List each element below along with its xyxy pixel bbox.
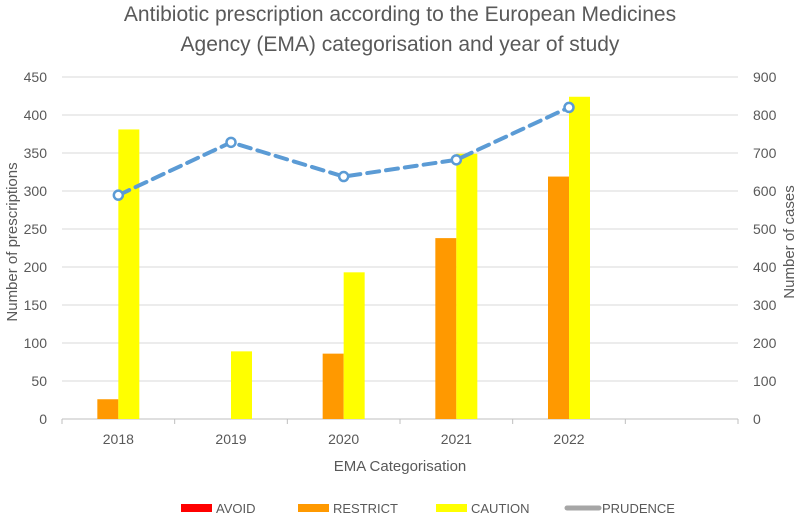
legend-swatch-caution — [436, 504, 467, 512]
legend-swatch-avoid — [181, 504, 212, 512]
y-tick-label: 400 — [24, 107, 48, 123]
y2-tick-label: 800 — [753, 107, 777, 123]
bar-series — [97, 96, 590, 419]
line-point-2022[interactable] — [563, 101, 575, 114]
y2-tick-label: 400 — [753, 259, 777, 275]
y2-tick-label: 300 — [753, 297, 777, 313]
plot-area — [61, 76, 739, 424]
bar-restrict-2021[interactable] — [435, 238, 457, 419]
x-tick-label: 2018 — [103, 431, 134, 447]
line-point-2020[interactable] — [337, 170, 350, 183]
chart-title-line: Antibiotic prescription according to the… — [124, 3, 676, 26]
bar-restrict-2020[interactable] — [322, 353, 344, 419]
y2-tick-label: 600 — [753, 183, 777, 199]
bar-caution-2019[interactable] — [231, 351, 252, 419]
y2-tick-label: 200 — [753, 335, 777, 351]
legend-label-avoid: AVOID — [216, 501, 256, 515]
chart-title-line: Agency (EMA) categorisation and year of … — [181, 33, 620, 56]
x-tick-label: 2021 — [441, 431, 472, 447]
y-tick-label: 100 — [24, 335, 48, 351]
bar-caution-2020[interactable] — [343, 272, 365, 419]
y-axis-right: 0 100 200 300 400 500 600 700 800 900 — [753, 69, 777, 427]
y-tick-label: 200 — [24, 259, 48, 275]
y-tick-label: 350 — [24, 145, 48, 161]
y2-axis-label: Number of cases — [781, 185, 798, 298]
bar-caution-2021[interactable] — [456, 153, 478, 419]
bar-restrict-2018[interactable] — [97, 399, 119, 419]
x-tick-label: 2019 — [215, 431, 246, 447]
x-tick-label: 2022 — [553, 431, 584, 447]
y2-tick-label: 500 — [753, 221, 777, 237]
legend-label-prudence: PRUDENCE — [602, 501, 675, 515]
y2-tick-label: 100 — [753, 373, 777, 389]
line-series — [112, 101, 575, 201]
y-tick-label: 250 — [24, 221, 48, 237]
x-tick-label: 2020 — [328, 431, 359, 447]
bar-caution-2022[interactable] — [569, 96, 590, 419]
bar-restrict-2022[interactable] — [548, 176, 569, 419]
y-tick-label: 150 — [24, 297, 48, 313]
y-axis-label: Number of prescriptions — [4, 162, 21, 321]
y-tick-label: 450 — [24, 69, 48, 85]
legend-label-restrict: RESTRICT — [333, 501, 398, 515]
line-point-2021[interactable] — [450, 154, 463, 166]
y-tick-label: 300 — [24, 183, 48, 199]
y-tick-label: 0 — [39, 411, 47, 427]
line-point-2019[interactable] — [225, 136, 237, 149]
y2-tick-label: 900 — [753, 69, 777, 85]
line-point-2018[interactable] — [112, 189, 125, 201]
y-tick-label: 50 — [31, 373, 47, 389]
y-axis-left: 0 50 100 150 200 250 300 350 400 450 — [24, 69, 48, 427]
legend[interactable]: AVOID RESTRICT CAUTION PRUDENCE — [181, 501, 675, 515]
line-cases[interactable] — [116, 105, 571, 198]
bar-caution-2018[interactable] — [118, 129, 140, 419]
chart-title: Antibiotic prescription according to the… — [124, 3, 676, 56]
y2-tick-label: 700 — [753, 145, 777, 161]
x-axis: 2018 2019 2020 2021 2022 — [103, 431, 585, 447]
y2-tick-label: 0 — [753, 411, 761, 427]
x-axis-label: EMA Categorisation — [334, 458, 467, 475]
legend-label-caution: CAUTION — [471, 501, 530, 515]
legend-swatch-restrict — [298, 504, 329, 512]
